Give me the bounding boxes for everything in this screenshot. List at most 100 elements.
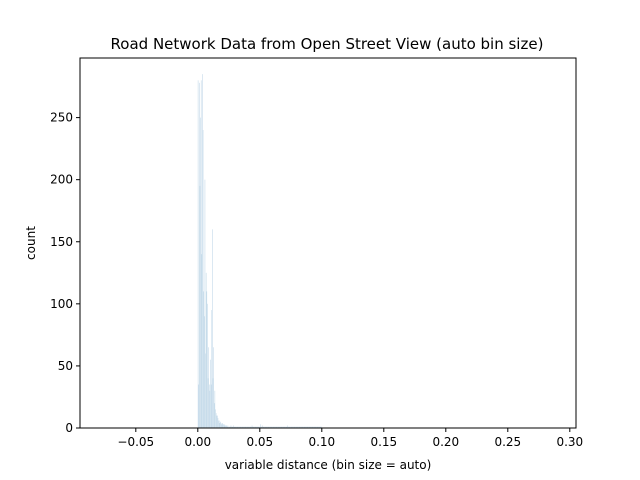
histogram-bar (202, 130, 204, 428)
histogram-bar (207, 303, 208, 428)
histogram-bar (249, 426, 251, 428)
histogram-bar (233, 425, 234, 428)
histogram-bar (239, 426, 240, 428)
histogram-bar (225, 425, 226, 428)
histogram-bar (254, 426, 256, 428)
histogram-bar (295, 426, 297, 428)
histogram-bar (301, 426, 303, 428)
histogram-bar (251, 425, 253, 428)
histogram-bar (209, 390, 211, 428)
histogram-bar (223, 424, 224, 428)
histogram-bar (271, 426, 273, 428)
histogram-bar (235, 426, 237, 428)
histogram-bar (313, 426, 314, 428)
histogram-bar (310, 426, 312, 428)
x-ticks: −0.05 0.00 0.05 0.10 0.15 0.20 0.25 0.30 (117, 428, 583, 449)
histogram-bar (251, 426, 252, 428)
histogram-bar (221, 423, 223, 428)
histogram-bar (228, 426, 229, 428)
histogram-bar (280, 426, 281, 428)
histogram-bar (316, 426, 317, 428)
histogram-bar (289, 426, 291, 428)
histogram-bar (280, 426, 282, 428)
histogram-bar (221, 424, 222, 428)
histogram-bar (302, 426, 304, 428)
histogram-bar (300, 426, 302, 428)
histogram-bar (267, 426, 269, 428)
histogram-bar (318, 426, 320, 428)
histogram-bar (285, 426, 287, 428)
histogram-bar (199, 185, 201, 428)
histogram-bar (199, 82, 200, 428)
histogram-bar (261, 426, 262, 428)
histogram-bar (317, 426, 319, 428)
histogram-bar (275, 426, 276, 428)
histogram-bar (244, 426, 246, 428)
histogram-bar (311, 426, 312, 428)
histogram-bar (269, 426, 271, 428)
histogram-bar (303, 426, 304, 428)
histogram-bar (230, 426, 231, 428)
histogram-bar (231, 426, 232, 428)
histogram-bar (282, 426, 283, 428)
histogram-bar (283, 426, 285, 428)
y-tick-label: 100 (50, 297, 73, 311)
histogram-bar (258, 426, 260, 428)
histogram-bar (217, 418, 219, 428)
histogram-bar (277, 426, 279, 428)
histogram-bar (292, 426, 294, 428)
histogram-bar (201, 254, 203, 428)
histogram-bar (257, 426, 258, 428)
y-tick-label: 250 (50, 111, 73, 125)
histogram-bar (198, 384, 200, 428)
histogram-bar (204, 179, 206, 428)
histogram-bar (236, 426, 237, 428)
histogram-bar (310, 426, 311, 428)
histogram-bar (249, 426, 250, 428)
histogram-bar (262, 426, 264, 428)
histogram-bar (294, 426, 296, 428)
histogram-bar (298, 426, 299, 428)
x-tick-label: 0.15 (370, 435, 397, 449)
histogram-bar (241, 426, 242, 428)
histogram-bar (238, 426, 240, 428)
histogram-bar (204, 316, 205, 428)
histogram-bar (306, 426, 308, 428)
histogram-bar (234, 426, 235, 428)
histogram-bar (293, 426, 294, 428)
histogram-bar (285, 426, 286, 428)
histogram-bar (218, 420, 220, 428)
histogram-bar (225, 425, 227, 428)
histogram-bar (290, 426, 291, 428)
histogram-bar (261, 426, 263, 428)
histogram-bar (248, 426, 250, 428)
histogram-bar (212, 378, 214, 428)
histogram-bar (292, 426, 293, 428)
histogram-bar (232, 426, 234, 428)
histogram-bar (200, 117, 201, 428)
histogram-bar (308, 426, 310, 428)
y-tick-label: 200 (50, 173, 73, 187)
histogram-bar (296, 426, 297, 428)
histogram-bar (256, 426, 258, 428)
y-tick-label: 0 (65, 421, 73, 435)
histogram-bar (256, 426, 257, 428)
histogram-bar (246, 426, 248, 428)
histogram-bar (273, 426, 275, 428)
histogram-bar (248, 426, 249, 428)
histogram-bar (255, 426, 257, 428)
x-tick-label: −0.05 (117, 435, 154, 449)
x-tick-label: 0.05 (246, 435, 273, 449)
histogram-bar (217, 415, 218, 428)
histogram-bar (215, 413, 217, 428)
histogram-bar (210, 359, 211, 428)
histogram-bar (212, 229, 213, 428)
histogram-bar (208, 347, 209, 428)
x-tick-label: 0.25 (494, 435, 521, 449)
histogram-bar (223, 425, 225, 428)
histogram-bar (240, 426, 242, 428)
histogram-bar (297, 426, 299, 428)
histogram-bar (304, 426, 306, 428)
histogram-bar (281, 426, 283, 428)
histogram-bar (197, 80, 199, 428)
